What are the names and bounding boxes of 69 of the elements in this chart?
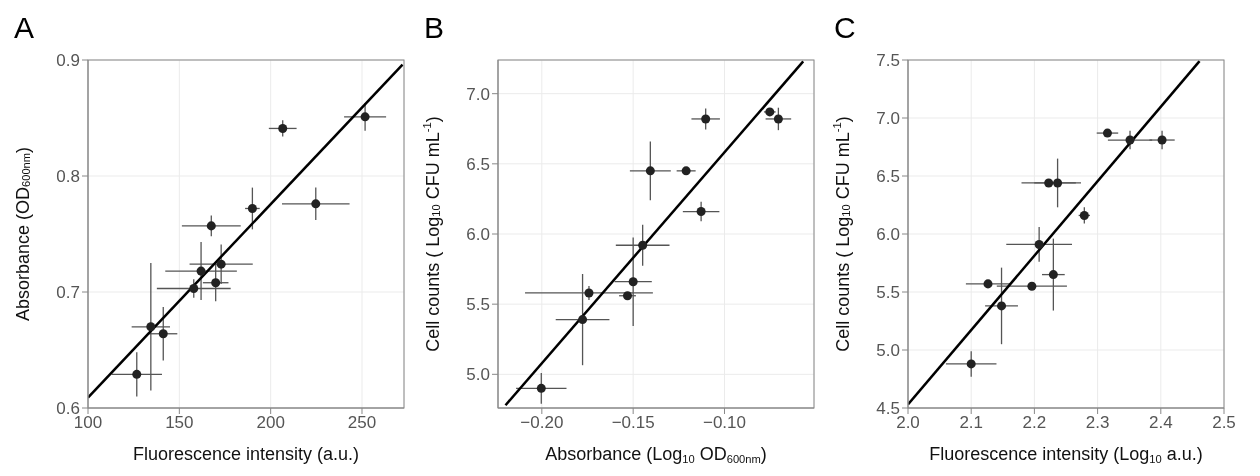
y-tick-label: 0.7 xyxy=(56,283,80,303)
point xyxy=(311,199,321,209)
point xyxy=(983,279,993,289)
point xyxy=(146,322,156,332)
x-tick-label: 2.0 xyxy=(896,413,920,433)
point xyxy=(132,369,142,379)
point xyxy=(696,207,706,217)
point xyxy=(1125,135,1135,145)
x-tick-label: 2.3 xyxy=(1085,413,1110,433)
x-tick-label: −0.15 xyxy=(611,413,655,433)
point xyxy=(189,284,199,294)
point xyxy=(701,114,711,124)
point xyxy=(681,166,691,176)
point xyxy=(360,112,370,122)
x-tick-label: −0.20 xyxy=(520,413,564,433)
point xyxy=(1044,178,1054,188)
y-tick-label: 0.9 xyxy=(56,51,80,71)
point xyxy=(211,278,221,288)
x-tick-label: 250 xyxy=(347,413,377,433)
point xyxy=(773,114,783,124)
point xyxy=(1157,135,1167,145)
point xyxy=(278,123,288,133)
point xyxy=(196,266,206,276)
point xyxy=(1034,239,1044,249)
chart-title: B xyxy=(423,10,445,46)
x-tick-label: 2.5 xyxy=(1212,413,1236,433)
x-tick-label: 100 xyxy=(73,413,103,433)
y-tick-label: 7.0 xyxy=(876,109,900,129)
y-tick-label: 5.0 xyxy=(466,365,490,385)
point xyxy=(1079,210,1089,220)
point xyxy=(216,259,226,269)
point xyxy=(645,166,655,176)
x-tick-label: −0.10 xyxy=(702,413,746,433)
point xyxy=(158,329,168,339)
y-tick-label: 5.5 xyxy=(876,283,900,303)
point xyxy=(966,359,976,369)
point xyxy=(765,107,775,117)
y-tick-label: 6.0 xyxy=(876,225,900,245)
point xyxy=(578,315,588,325)
y-tick-label: 6.5 xyxy=(466,154,490,174)
y-tick-label: 7.0 xyxy=(466,84,490,104)
chart-title: A xyxy=(13,10,35,46)
y-tick-label: 7.5 xyxy=(876,51,900,71)
point xyxy=(1102,128,1112,138)
y-tick-label: 0.8 xyxy=(56,167,80,187)
x-axis-title: Fluorescence intensity (a.u.) xyxy=(132,444,360,464)
point xyxy=(206,221,216,231)
point xyxy=(584,288,594,298)
x-tick-label: 2.1 xyxy=(959,413,984,433)
x-tick-label: 2.2 xyxy=(1022,413,1047,433)
y-tick-label: 6.5 xyxy=(876,167,900,187)
point xyxy=(628,277,638,287)
x-tick-label: 200 xyxy=(256,413,285,433)
x-tick-label: 2.4 xyxy=(1148,413,1173,433)
point xyxy=(247,203,257,213)
y-tick-label: 5.0 xyxy=(876,341,900,361)
point xyxy=(1053,178,1063,188)
point xyxy=(622,291,633,301)
x-axis-title: Fluorescence intensity (Log$_{10}$ a.u.) xyxy=(929,444,1203,465)
y-tick-label: 6.0 xyxy=(466,225,490,245)
point xyxy=(997,301,1007,311)
point xyxy=(1048,270,1058,280)
x-tick-label: 150 xyxy=(165,413,194,433)
chart-title: C xyxy=(833,10,857,46)
point xyxy=(536,383,546,393)
y-tick-label: 5.5 xyxy=(466,295,490,315)
x-axis-title: Absorbance (Log$_{10}$ OD$_{600nm}$) xyxy=(545,444,767,465)
point xyxy=(1027,281,1037,291)
point xyxy=(638,240,648,250)
